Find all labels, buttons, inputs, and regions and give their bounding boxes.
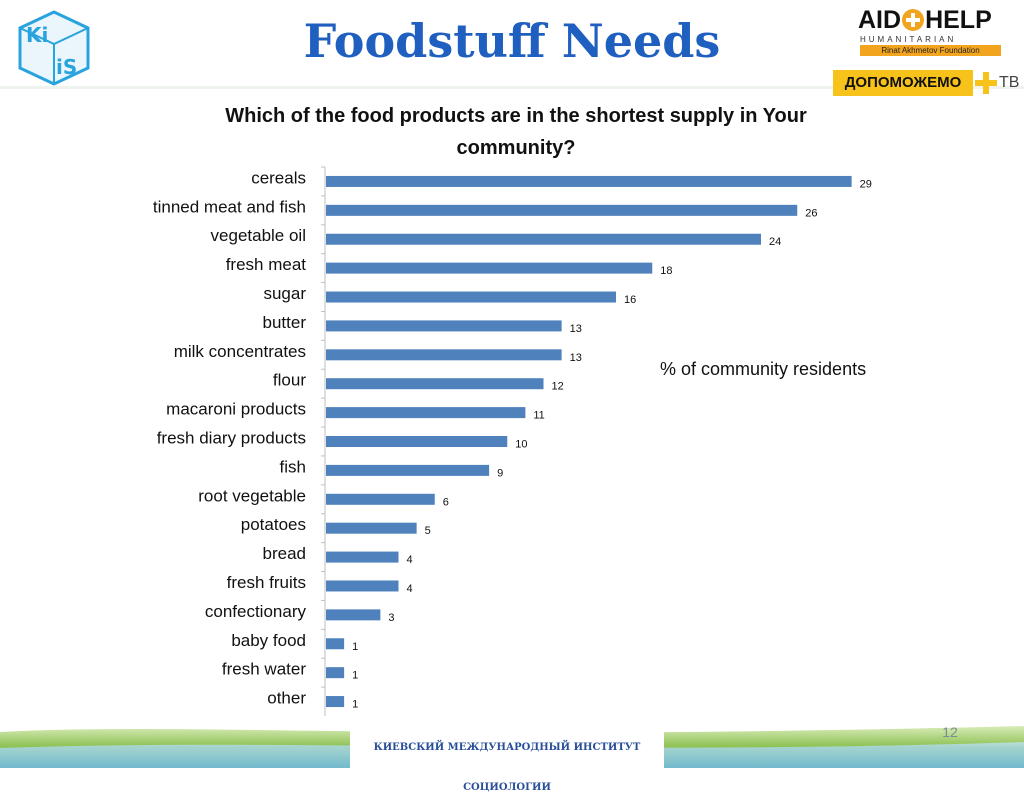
value-label: 6 bbox=[443, 496, 449, 508]
bar-chart: cereals 29 tinned meat and fish 26 vegetable… bbox=[153, 166, 872, 716]
category-label: butter bbox=[263, 313, 307, 332]
bar bbox=[326, 638, 345, 650]
bar bbox=[326, 291, 616, 303]
unit-note: % of community residents bbox=[660, 359, 867, 379]
category-label: fresh meat bbox=[226, 255, 307, 274]
footer-institute: КИЕВСКИЙ МЕЖДУНАРОДНЫЙ ИНСТИТУТ СОЦИОЛОГ… bbox=[350, 728, 664, 793]
bar bbox=[326, 407, 526, 419]
bar bbox=[326, 378, 544, 390]
category-label: tinned meat and fish bbox=[153, 197, 306, 216]
category-label: potatoes bbox=[241, 515, 306, 534]
bar bbox=[326, 609, 381, 621]
plus-icon bbox=[975, 72, 997, 94]
page-number: 12 bbox=[942, 724, 958, 740]
value-label: 1 bbox=[352, 699, 358, 711]
value-label: 4 bbox=[407, 583, 413, 595]
category-label: fresh fruits bbox=[227, 573, 306, 592]
aid-help-logo: AID HELP HUMANITARIAN CENTER Rinat Akhme… bbox=[858, 6, 1008, 58]
bar bbox=[326, 464, 490, 476]
plus-circle-icon bbox=[902, 9, 925, 31]
value-label: 13 bbox=[570, 323, 582, 335]
category-label: milk concentrates bbox=[174, 342, 306, 361]
kiis-logo: Ki iS bbox=[18, 10, 90, 86]
value-label: 16 bbox=[624, 294, 636, 306]
category-label: baby food bbox=[231, 631, 306, 650]
svg-text:iS: iS bbox=[56, 55, 77, 79]
value-label: 10 bbox=[515, 439, 527, 451]
bar bbox=[326, 493, 435, 505]
value-label: 9 bbox=[497, 467, 503, 479]
bar bbox=[326, 262, 653, 274]
value-label: 1 bbox=[352, 641, 358, 653]
category-label: cereals bbox=[251, 168, 306, 187]
header-band bbox=[0, 0, 1024, 89]
category-label: flour bbox=[273, 371, 306, 390]
value-label: 4 bbox=[407, 554, 413, 566]
bar bbox=[326, 696, 345, 708]
dopomozhemo-banner: ДОПОМОЖЕМО ТВ bbox=[833, 70, 1023, 96]
bar bbox=[326, 175, 852, 187]
svg-text:Ki: Ki bbox=[26, 23, 48, 47]
slide-title: Foodstuff Needs bbox=[303, 14, 721, 68]
bar bbox=[326, 522, 417, 534]
value-label: 11 bbox=[533, 410, 544, 422]
aid-logo-right: HELP bbox=[925, 6, 992, 34]
value-label: 24 bbox=[769, 236, 781, 248]
aid-logo-foundation: Rinat Akhmetov Foundation bbox=[860, 45, 1001, 56]
category-label: macaroni products bbox=[166, 400, 306, 419]
category-label: sugar bbox=[263, 284, 306, 303]
bar bbox=[326, 233, 761, 245]
value-label: 5 bbox=[425, 525, 431, 537]
dopomozhemo-tv: ТВ bbox=[999, 74, 1020, 91]
category-label: bread bbox=[263, 544, 306, 563]
value-label: 12 bbox=[552, 381, 564, 393]
bar bbox=[326, 667, 345, 679]
category-label: confectionary bbox=[205, 602, 307, 621]
bar bbox=[326, 551, 399, 563]
value-label: 26 bbox=[805, 207, 817, 219]
category-label: fresh water bbox=[222, 660, 306, 679]
category-label: other bbox=[267, 689, 306, 708]
bar bbox=[326, 320, 562, 332]
bar bbox=[326, 204, 798, 216]
value-label: 13 bbox=[570, 352, 582, 364]
aid-logo-left: AID bbox=[858, 6, 902, 34]
value-label: 1 bbox=[352, 670, 358, 682]
bar bbox=[326, 580, 399, 592]
value-label: 3 bbox=[388, 612, 394, 624]
category-label: vegetable oil bbox=[211, 226, 306, 245]
chart-title: Which of the food products are in the sh… bbox=[225, 105, 807, 159]
category-label: fish bbox=[280, 457, 306, 476]
bar bbox=[326, 436, 508, 447]
value-label: 29 bbox=[860, 178, 872, 190]
value-label: 18 bbox=[660, 265, 672, 277]
dopomozhemo-text: ДОПОМОЖЕМО bbox=[833, 70, 973, 96]
category-label: fresh diary products bbox=[157, 429, 306, 448]
bar bbox=[326, 349, 562, 361]
category-label: root vegetable bbox=[198, 486, 306, 505]
